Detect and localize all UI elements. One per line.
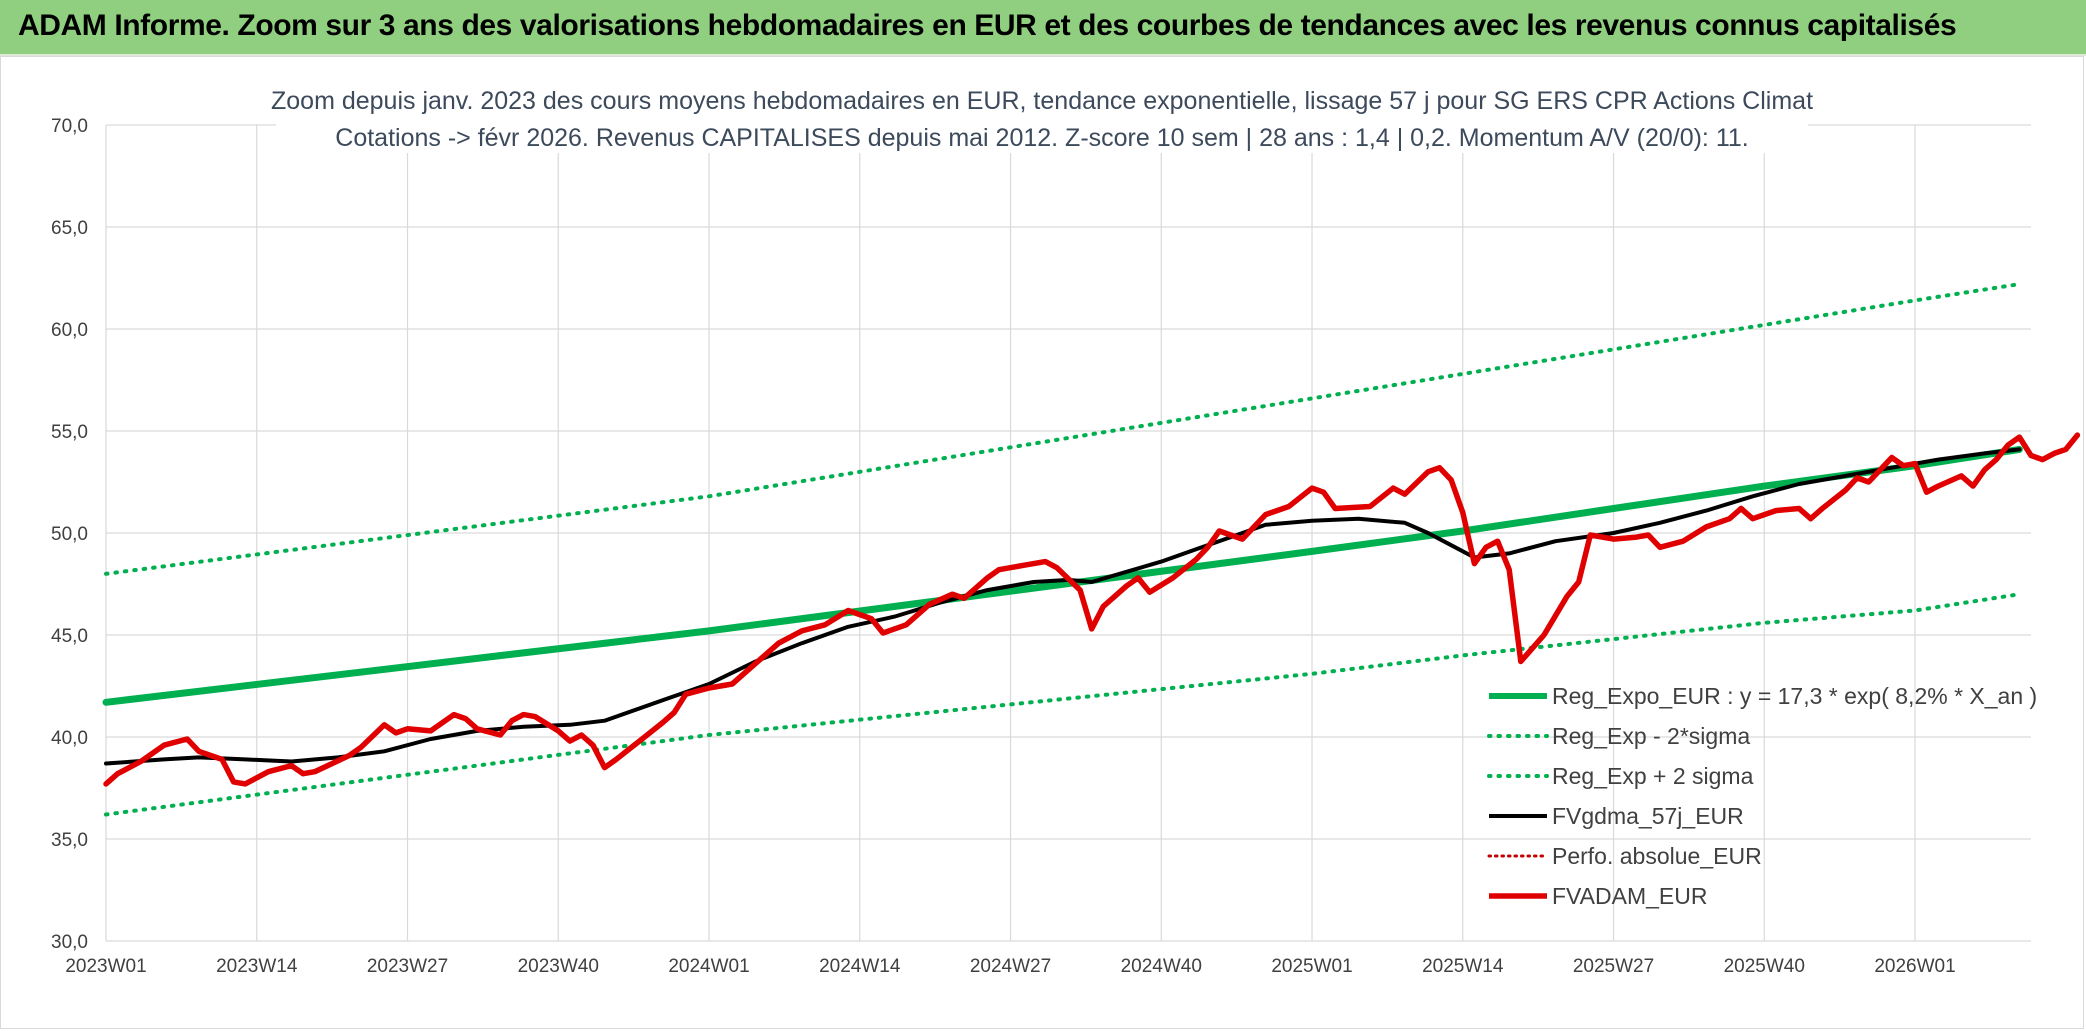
x-tick-label: 2023W14 — [216, 956, 298, 977]
y-tick-label: 60,0 — [51, 320, 88, 341]
y-tick-label: 40,0 — [51, 728, 88, 749]
y-tick-label: 70,0 — [51, 116, 88, 137]
trend-chart: 30,0 35,0 40,0 45,0 50,0 55,0 60,0 65,0 70,0 202… — [51, 59, 2081, 977]
y-tick-label: 65,0 — [51, 218, 88, 239]
chart-title: Zoom depuis janv. 2023 des cours moyens … — [271, 87, 1813, 115]
x-tick-label: 2025W01 — [1271, 956, 1352, 977]
x-tick-label: 2024W27 — [970, 956, 1051, 977]
y-tick-label: 30,0 — [51, 932, 88, 953]
legend-label: FVgdma_57j_EUR — [1552, 803, 1744, 829]
lower-band-line — [104, 592, 2022, 817]
y-tick-label: 45,0 — [51, 626, 88, 647]
x-axis-ticks: 2023W01 2023W14 2023W27 2023W40 2024W01 2024W… — [65, 956, 1955, 977]
y-tick-label: 35,0 — [51, 830, 88, 851]
chart-frame: 30,0 35,0 40,0 45,0 50,0 55,0 60,0 65,0 70,0 202… — [0, 56, 2084, 1029]
legend-label: Reg_Exp + 2 sigma — [1552, 763, 1754, 789]
x-tick-label: 2024W01 — [668, 956, 749, 977]
x-tick-label: 2026W01 — [1874, 956, 1955, 977]
legend-label: Reg_Expo_EUR : y = 17,3 * exp( 8,2% * X_… — [1552, 683, 2037, 709]
x-tick-label: 2025W14 — [1422, 956, 1504, 977]
series-group — [102, 282, 2081, 817]
x-tick-label: 2024W14 — [819, 956, 901, 977]
subtitle-background — [276, 59, 1808, 153]
fvgdma-line — [104, 447, 2022, 766]
chart-subtitle: Cotations -> févr 2026. Revenus CAPITALI… — [335, 124, 1748, 152]
legend-label: Perfo. absolue_EUR — [1552, 843, 1762, 869]
fvadam-line — [103, 432, 2081, 787]
grid-lines — [105, 124, 2031, 942]
y-tick-label: 50,0 — [51, 524, 88, 545]
y-tick-label: 55,0 — [51, 422, 88, 443]
legend: Reg_Expo_EUR : y = 17,3 * exp( 8,2% * X_… — [1487, 683, 2037, 909]
x-tick-label: 2023W01 — [65, 956, 146, 977]
x-tick-label: 2025W27 — [1573, 956, 1654, 977]
legend-label: FVADAM_EUR — [1552, 883, 1708, 909]
x-tick-label: 2023W27 — [367, 956, 448, 977]
legend-label: Reg_Exp - 2*sigma — [1552, 723, 1750, 749]
report-header: ADAM Informe. Zoom sur 3 ans des valoris… — [0, 0, 2086, 56]
x-tick-label: 2025W40 — [1724, 956, 1805, 977]
x-tick-label: 2024W40 — [1121, 956, 1202, 977]
report-title: ADAM Informe. Zoom sur 3 ans des valoris… — [18, 9, 1957, 42]
y-axis-ticks: 30,0 35,0 40,0 45,0 50,0 55,0 60,0 65,0 70,0 — [51, 116, 88, 953]
upper-band-line — [104, 282, 2022, 576]
x-tick-label: 2023W40 — [518, 956, 599, 977]
